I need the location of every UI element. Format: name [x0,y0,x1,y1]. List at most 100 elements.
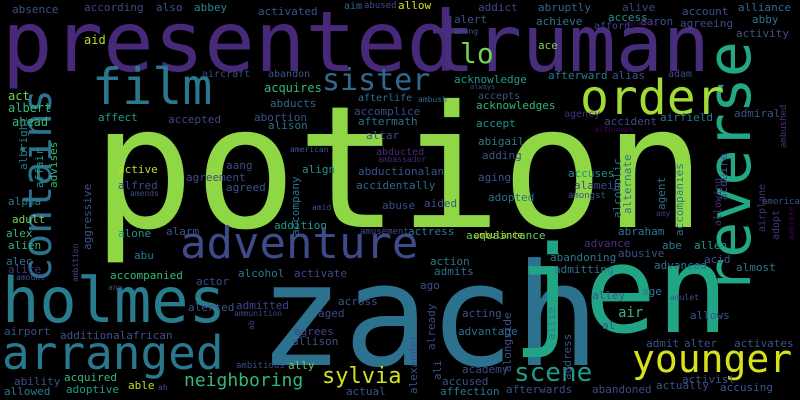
word-sylvia: sylvia [322,364,402,389]
word-order: order [580,70,725,126]
word-abortion: abortion [254,111,307,124]
word-accused: accused [442,375,489,388]
word-addict: addict [478,1,518,14]
word-acknowledge: acknowledge [454,73,527,86]
word-ambassador: ambassador [378,155,427,164]
word-actual: actual [346,385,386,398]
word-alamein: alamein [574,179,621,192]
word-aging: aging [478,171,512,184]
word-academy: academy [462,363,509,376]
word-aged: aged [318,307,345,320]
word-alert: alert [454,13,488,26]
word-abandon: abandon [268,69,311,80]
word-admitting: admitting [554,263,614,276]
word-alpha: alpha [8,195,42,208]
word-ace: ace [538,39,558,52]
word-accidentally: accidentally [356,179,436,192]
word-advises: advises [47,141,60,188]
word-admits: admits [434,265,474,278]
word-accepted: accepted [168,113,221,126]
word-actor: actor [196,275,230,288]
word-afford: afford [594,21,631,32]
word-alexander: alexander [407,334,420,394]
word-abusive: abusive [618,247,665,260]
word-albert: albert [8,101,52,115]
word-abe: abe [662,239,682,252]
word-able: able [128,379,155,392]
word-american: american [290,145,329,154]
word-younger: younger [632,337,793,381]
word-accusing: accusing [720,381,773,394]
word-alliance: alliance [738,1,791,14]
word-admiral: admiral [734,107,781,120]
word-amnesia: amnesia [624,19,658,28]
word-abraham: abraham [618,225,665,238]
word-accept: accept [476,117,516,130]
word-alex: alex [6,227,33,240]
word-amid: amid [312,203,332,212]
word-adam: adam [668,69,693,80]
word-ambition: ambition [71,243,80,282]
word-activist: activist [682,373,735,386]
word-ambulance: ambulance [474,231,523,241]
word-accompanies: accompanies [673,163,686,236]
word-admit: admit [646,337,680,350]
word-ally: ally [288,359,315,372]
word-agency: agency [564,109,601,120]
word-neighboring: neighboring [184,370,304,391]
word-ah: ah [158,383,168,392]
word-potion: potion [92,70,707,268]
word-abigail: abigail [478,135,525,148]
word-altar: altar [366,129,400,142]
word-acquires: acquires [264,81,322,95]
word-allow: allow [398,0,432,12]
word-abandoning: abandoning [550,251,617,264]
word-amongst: amongst [568,191,606,201]
word-alcohol: alcohol [238,267,285,280]
word-active: active [118,163,158,176]
word-alternate: alternate [621,154,634,214]
word-aaron: aaron [640,15,674,28]
word-accuses: accuses [568,167,615,180]
word-abductionalan: abductionalan [358,165,445,178]
word-allowing: allowing [713,177,724,226]
word-acquaintance: acquaintance [466,229,546,242]
word-al: al [602,319,616,332]
word-alive: alive [622,1,656,14]
word-alarm: alarm [166,225,200,238]
word-agrees: agrees [294,325,334,338]
word-acting: acting [462,307,502,320]
word-according: according [84,1,144,14]
word-affection: affection [440,385,500,398]
word-amulet: amulet [670,293,699,302]
word-allie: allie [545,306,558,340]
word-always: always [470,83,496,91]
word-adult: adult [12,213,46,226]
word-accident: accident [604,115,657,128]
word-abuse: abuse [382,199,416,212]
word-account: account [682,5,729,18]
word-also: also [156,1,183,14]
word-accomplice: accomplice [354,105,421,118]
word-allison: allison [292,335,339,348]
word-age: age [642,285,662,298]
word-absence: absence [12,3,59,16]
word-aang: aang [226,159,253,172]
word-holmes: holmes [2,264,226,337]
word-airfield: airfield [660,111,713,124]
word-aided: aided [424,197,458,210]
word-access: access [608,11,648,24]
word-abbey: abbey [194,1,228,14]
word-ana: ana [108,283,123,292]
word-acknowledges: acknowledges [476,99,556,112]
word-alec: alec [6,255,33,268]
word-alley: alley [592,289,626,302]
word-agreeing: agreeing [680,17,733,30]
word-align: align [302,163,336,176]
word-alerted: alerted [188,301,235,314]
word-aftermath: aftermath [358,115,418,128]
word-ab: ab [247,320,256,330]
word-agent: agent [655,176,668,210]
word-adopted: adopted [488,191,535,204]
